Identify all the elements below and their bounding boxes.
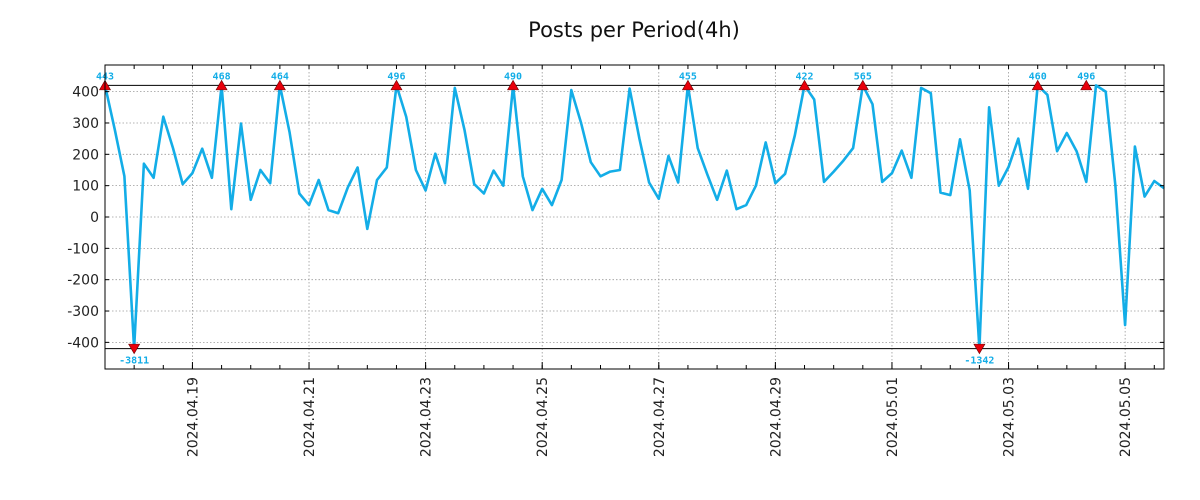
x-tick-label: 2024.04.25 (535, 377, 551, 457)
annotation-label: 496 (1077, 71, 1095, 82)
grid (105, 65, 1164, 369)
y-tick-label: 0 (90, 210, 99, 226)
annotation-label: 496 (387, 71, 405, 82)
x-tick-label: 2024.05.05 (1118, 377, 1134, 457)
annotation-label: 490 (504, 71, 522, 82)
annotation-label: 565 (854, 71, 872, 82)
y-axis: 400 300 200 100 0 -100 -200 -300 -400 (67, 85, 1164, 351)
annotation-label: 464 (271, 71, 289, 82)
annotation-marker (390, 79, 403, 91)
annotation-label: 460 (1029, 71, 1047, 82)
annotation-label: -1342 (964, 356, 994, 367)
y-tick-label: 400 (72, 85, 99, 101)
annotation-marker (681, 79, 694, 91)
annotation-label: 468 (213, 71, 231, 82)
annotation-marker (973, 343, 986, 355)
x-axis: 2024.04.19 2024.04.21 2024.04.23 2024.04.25… (104, 65, 1155, 457)
annotation-marker (128, 343, 141, 355)
annotation-label: 455 (679, 71, 697, 82)
x-tick-label: 2024.04.21 (302, 377, 318, 457)
annotation-marker (273, 79, 286, 91)
y-tick-label: 100 (72, 179, 99, 195)
annotation-marker (507, 79, 520, 91)
y-tick-label: -300 (67, 304, 99, 320)
annotation-label: 422 (795, 71, 813, 82)
x-tick-label: 2024.04.29 (768, 377, 784, 457)
x-tick-label: 2024.04.23 (419, 377, 435, 457)
series-layer (103, 84, 1165, 350)
x-tick-label: 2024.04.27 (652, 377, 668, 457)
annotation-marker (1080, 79, 1093, 91)
chart-title: Posts per Period(4h) (528, 18, 740, 42)
x-tick-label: 2024.04.19 (185, 377, 201, 457)
y-tick-label: -400 (67, 335, 99, 351)
y-tick-label: -200 (67, 273, 99, 289)
annotation-marker (1031, 79, 1044, 91)
annotation-marker (215, 79, 228, 91)
y-tick-label: 200 (72, 147, 99, 163)
x-tick-label: 2024.05.03 (1002, 377, 1018, 457)
annotation-marker (798, 79, 811, 91)
annotation-marker (856, 79, 869, 91)
y-tick-label: -100 (67, 241, 99, 257)
series-line-posts (103, 84, 1165, 350)
x-tick-label: 2024.05.01 (885, 377, 901, 457)
y-tick-label: 300 (72, 116, 99, 132)
annotation-label: -3811 (119, 356, 149, 367)
